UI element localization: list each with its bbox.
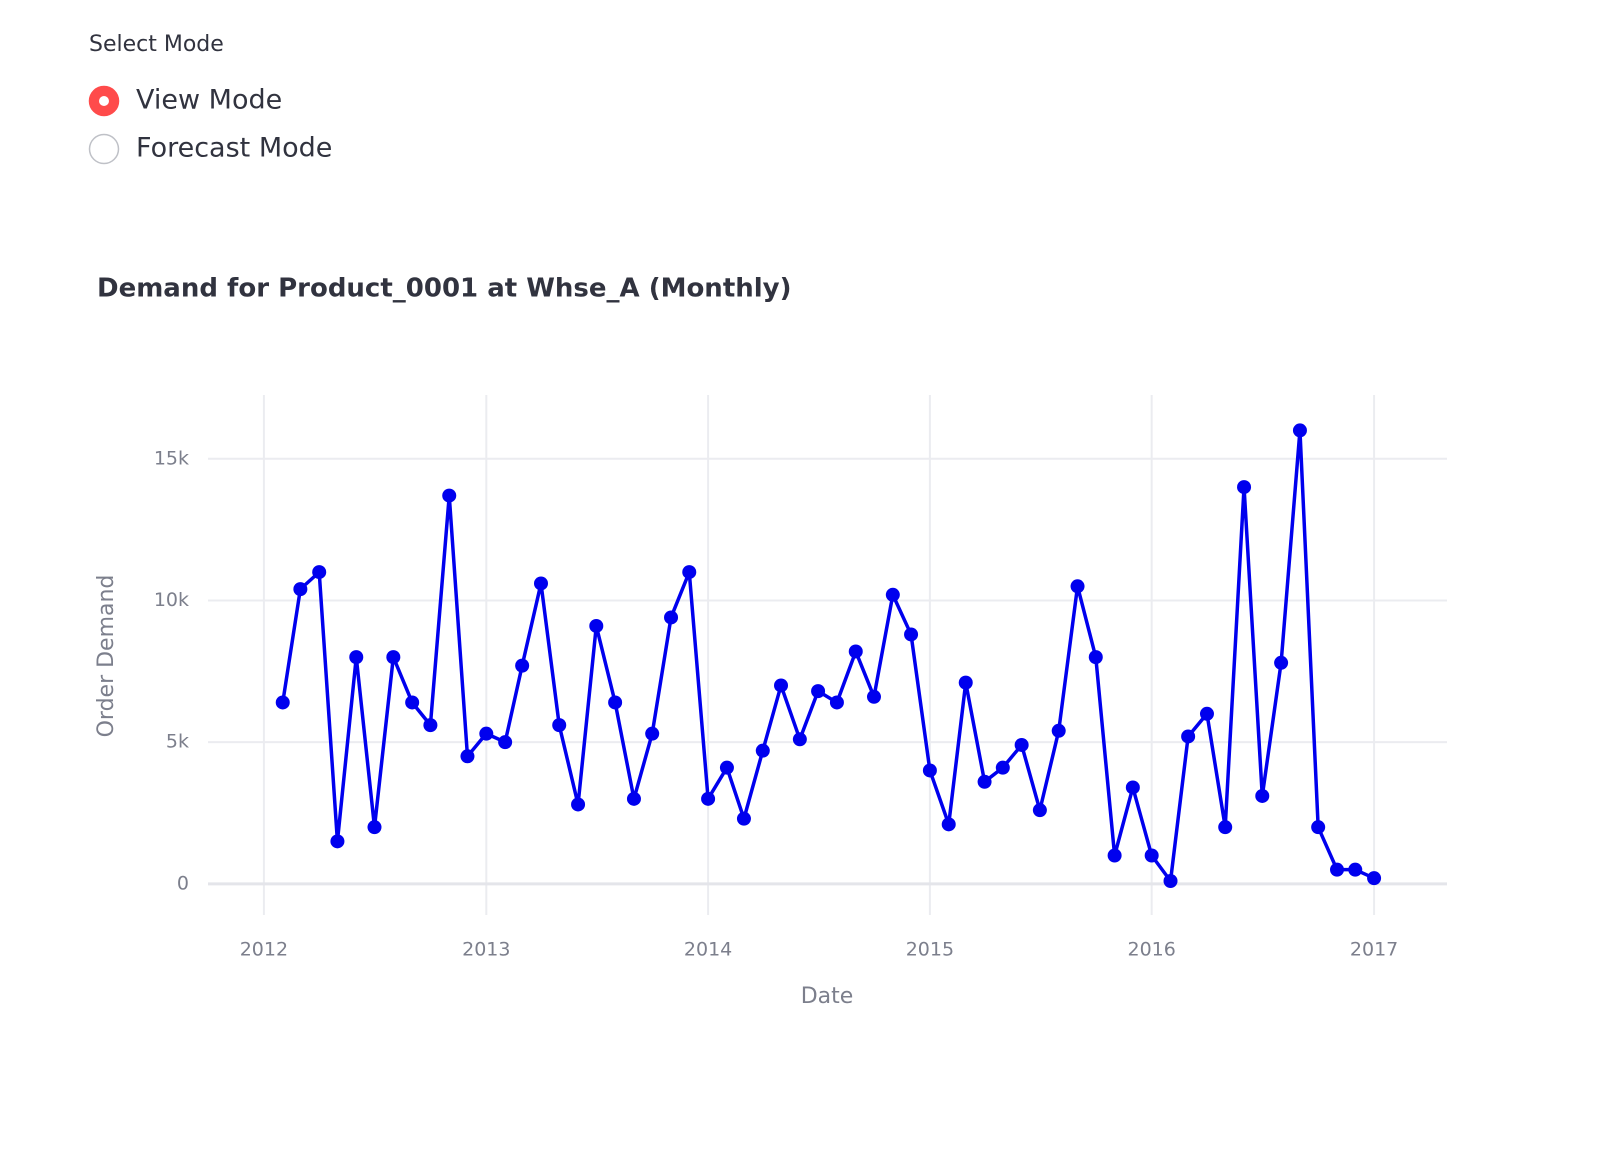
- data-point: [736, 811, 751, 826]
- data-point: [1274, 655, 1289, 670]
- radio-option-label[interactable]: Forecast Mode: [136, 133, 332, 164]
- data-point: [423, 718, 438, 733]
- x-tick-label: 2017: [1350, 939, 1398, 961]
- data-point: [293, 582, 308, 597]
- x-tick-label: 2012: [240, 939, 288, 961]
- y-tick-label: 5k: [166, 731, 189, 753]
- data-point: [755, 743, 770, 758]
- data-point: [1125, 780, 1140, 795]
- data-point: [533, 576, 548, 591]
- data-point: [1311, 820, 1326, 835]
- data-point: [774, 678, 789, 693]
- data-point: [367, 820, 382, 835]
- y-tick-label: 15k: [154, 447, 189, 469]
- data-point: [645, 726, 660, 741]
- data-point: [330, 834, 345, 849]
- chart-title: Demand for Product_0001 at Whse_A (Month…: [97, 274, 792, 304]
- data-point: [958, 675, 973, 690]
- y-tick-label: 0: [177, 872, 189, 894]
- data-point: [922, 763, 937, 778]
- data-point: [312, 565, 327, 580]
- data-point: [811, 684, 826, 699]
- data-point: [498, 735, 513, 750]
- radio-option-label[interactable]: View Mode: [136, 85, 282, 116]
- data-point: [904, 627, 919, 642]
- data-point: [589, 618, 604, 633]
- data-point: [1330, 862, 1345, 877]
- radio-label: Select Mode: [89, 32, 224, 57]
- data-point: [626, 791, 641, 806]
- data-point: [405, 695, 420, 710]
- data-point: [479, 726, 494, 741]
- data-point: [1199, 706, 1214, 721]
- data-point: [460, 749, 475, 764]
- data-point: [386, 650, 401, 665]
- data-point: [608, 695, 623, 710]
- data-point: [1014, 737, 1029, 752]
- data-point: [995, 760, 1010, 775]
- x-axis-title: Date: [801, 984, 854, 1009]
- data-point: [1255, 788, 1270, 803]
- data-point: [1237, 480, 1252, 495]
- data-point: [829, 695, 844, 710]
- data-point: [682, 565, 697, 580]
- data-point: [1218, 820, 1233, 835]
- y-tick-label: 10k: [154, 589, 189, 611]
- data-point: [442, 488, 457, 503]
- data-point: [866, 689, 881, 704]
- radio-option[interactable]: Forecast Mode: [88, 133, 333, 165]
- data-point: [701, 791, 716, 806]
- data-point: [941, 817, 956, 832]
- data-point: [275, 695, 290, 710]
- data-point: [1181, 729, 1196, 744]
- data-point: [1367, 871, 1382, 886]
- x-tick-label: 2014: [684, 939, 732, 961]
- radio-dot: [99, 96, 109, 106]
- x-tick-label: 2013: [462, 939, 510, 961]
- data-point: [552, 718, 567, 733]
- data-point: [1107, 848, 1122, 863]
- data-point: [1088, 650, 1103, 665]
- radio-option[interactable]: View Mode: [88, 85, 283, 117]
- data-point: [349, 650, 364, 665]
- data-point: [515, 658, 530, 673]
- plot-area: 2012 2013 2014 2015 2016 2017 0 5k 10k 15k: [154, 395, 1447, 961]
- radio-group: View Mode Forecast Mode: [88, 85, 333, 165]
- data-point: [1070, 579, 1085, 594]
- data-point: [977, 774, 992, 789]
- data-point: [1292, 423, 1307, 438]
- data-point: [1051, 723, 1066, 738]
- data-point: [792, 732, 807, 747]
- data-point: [1163, 873, 1178, 888]
- data-point: [1032, 803, 1047, 818]
- radio-button[interactable]: [88, 133, 120, 165]
- y-axis-title: Order Demand: [94, 575, 119, 738]
- data-point: [664, 610, 679, 625]
- data-point: [719, 760, 734, 775]
- x-tick-label: 2016: [1128, 939, 1176, 961]
- data-point: [1144, 848, 1159, 863]
- data-point: [848, 644, 863, 659]
- data-point: [1348, 862, 1363, 877]
- x-tick-label: 2015: [906, 939, 954, 961]
- data-point: [571, 797, 586, 812]
- data-point: [885, 587, 900, 602]
